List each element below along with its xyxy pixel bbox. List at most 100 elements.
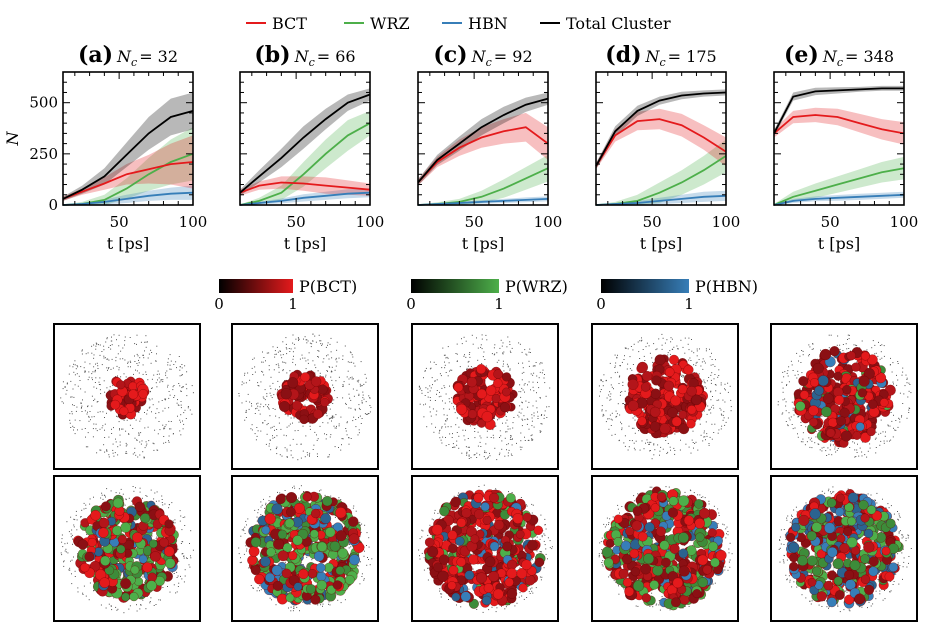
series-line-bct-1 xyxy=(239,181,371,194)
series-line-bct-3 xyxy=(595,118,727,167)
chart-panel-3: 50 100 t [ps] (d) Nc = 175 xyxy=(595,42,741,253)
colorbar-bct-max: 1 xyxy=(288,295,298,313)
x-tick-label: 50 xyxy=(110,213,129,231)
snapshot-top-2 xyxy=(411,323,559,470)
cluster-spheres xyxy=(601,486,727,611)
plot-frame-2 xyxy=(417,71,549,206)
snapshot-top-1 xyxy=(231,323,379,470)
cluster-spheres xyxy=(423,489,546,609)
series-line-hbn-4 xyxy=(773,193,905,206)
snapshot-bottom-1 xyxy=(231,475,379,622)
colorbar-wrz-gradient xyxy=(411,279,499,293)
band-bct-2 xyxy=(418,112,548,186)
nc-value: = 92 xyxy=(494,47,533,66)
legend-label-hbn: HBN xyxy=(468,14,508,33)
nc-value: = 348 xyxy=(845,47,894,66)
x-tick-label: 100 xyxy=(356,213,385,231)
nc-subscript: c xyxy=(837,56,843,69)
colorbar-wrz-label: P(WRZ) xyxy=(505,277,568,296)
panel-title: (d) Nc = 175 xyxy=(605,42,716,69)
legend-item-hbn: HBN xyxy=(442,14,508,33)
panel-letter: (c) xyxy=(433,42,467,68)
nc-subscript: c xyxy=(131,56,137,69)
x-tick-label: 100 xyxy=(712,213,741,231)
chart-panel-4: 50 100 t [ps] (e) Nc = 348 xyxy=(773,42,918,253)
legend-item-wrz: WRZ xyxy=(344,14,410,33)
legend: BCT WRZ HBN Total Cluster xyxy=(246,14,671,33)
band-bct-1 xyxy=(240,176,370,196)
colorbar-wrz: P(WRZ) 0 1 xyxy=(406,277,568,313)
series-line-hbn-0 xyxy=(62,191,194,206)
cluster-spheres xyxy=(785,489,904,609)
x-tick-label: 100 xyxy=(534,213,563,231)
series-line-total-1 xyxy=(239,93,371,194)
series-line-wrz-1 xyxy=(239,122,371,206)
band-bct-0 xyxy=(63,135,193,201)
panel-title: (e) Nc = 348 xyxy=(784,42,894,69)
colorbar-bct: P(BCT) 0 1 xyxy=(214,277,357,313)
legend-label-bct: BCT xyxy=(272,14,307,33)
band-total-0 xyxy=(63,92,193,201)
series-line-total-4 xyxy=(773,87,904,134)
colorbar-bct-label: P(BCT) xyxy=(299,277,357,296)
y-axis-label: N xyxy=(3,131,22,147)
legend-item-bct: BCT xyxy=(246,14,307,33)
series-line-wrz-4 xyxy=(773,167,905,206)
y-tick-label: 250 xyxy=(29,145,58,163)
band-hbn-1 xyxy=(240,188,370,205)
band-total-2 xyxy=(418,92,548,186)
nc-symbol: N xyxy=(116,47,132,66)
nc-subscript: c xyxy=(309,56,315,69)
cluster-spheres xyxy=(452,364,518,430)
legend-label-total: Total Cluster xyxy=(566,14,671,33)
x-tick-label: 50 xyxy=(643,213,662,231)
colorbars: P(BCT) 0 1 P(WRZ) 0 1 P(HBN) 0 1 xyxy=(214,277,758,313)
solvent-particles xyxy=(238,333,372,461)
band-hbn-0 xyxy=(63,185,193,205)
colorbar-hbn: P(HBN) 0 1 xyxy=(596,277,758,313)
cluster-spheres xyxy=(276,369,333,425)
x-axis-label: t [ps] xyxy=(640,234,682,253)
x-axis-label: t [ps] xyxy=(284,234,326,253)
cluster-spheres xyxy=(793,346,896,448)
band-wrz-3 xyxy=(596,139,726,205)
x-axis-label: t [ps] xyxy=(107,234,149,253)
nc-symbol: N xyxy=(471,47,487,66)
band-wrz-1 xyxy=(240,110,370,205)
cluster-spheres xyxy=(105,376,150,420)
plot-frame-1 xyxy=(239,71,371,206)
cluster-spheres xyxy=(245,491,365,606)
plot-frame-4 xyxy=(773,71,905,206)
snapshot-bottom-2 xyxy=(411,475,559,622)
snapshot-bottom-0 xyxy=(53,475,201,622)
nc-symbol: N xyxy=(294,47,310,66)
x-tick-label: 50 xyxy=(287,213,306,231)
colorbar-hbn-min: 0 xyxy=(596,295,606,313)
panel-title: (b) Nc = 66 xyxy=(254,42,355,69)
plot-frame-3 xyxy=(595,71,727,206)
colorbar-hbn-label: P(HBN) xyxy=(695,277,758,296)
cluster-spheres xyxy=(624,354,708,439)
series-line-hbn-3 xyxy=(595,194,727,206)
panel-letter: (e) xyxy=(784,42,819,68)
snapshot-top-0 xyxy=(53,323,201,470)
y-tick-label: 500 xyxy=(29,94,58,112)
band-bct-4 xyxy=(774,107,904,145)
series-line-total-3 xyxy=(595,91,727,167)
nc-symbol: N xyxy=(822,47,838,66)
panel-title: (a) Nc = 32 xyxy=(78,42,178,69)
panel-letter: (d) xyxy=(605,42,641,68)
plot-frame-0 xyxy=(62,71,194,206)
legend-item-total: Total Cluster xyxy=(540,14,671,33)
band-total-3 xyxy=(596,89,726,170)
nc-value: = 32 xyxy=(139,47,178,66)
colorbar-wrz-max: 1 xyxy=(494,295,504,313)
series-line-total-2 xyxy=(417,97,549,184)
panel-title: (c) Nc = 92 xyxy=(433,42,532,69)
colorbar-hbn-gradient xyxy=(601,279,689,293)
x-axis-label: t [ps] xyxy=(462,234,504,253)
nc-value: = 175 xyxy=(668,47,717,66)
nc-value: = 66 xyxy=(317,47,356,66)
